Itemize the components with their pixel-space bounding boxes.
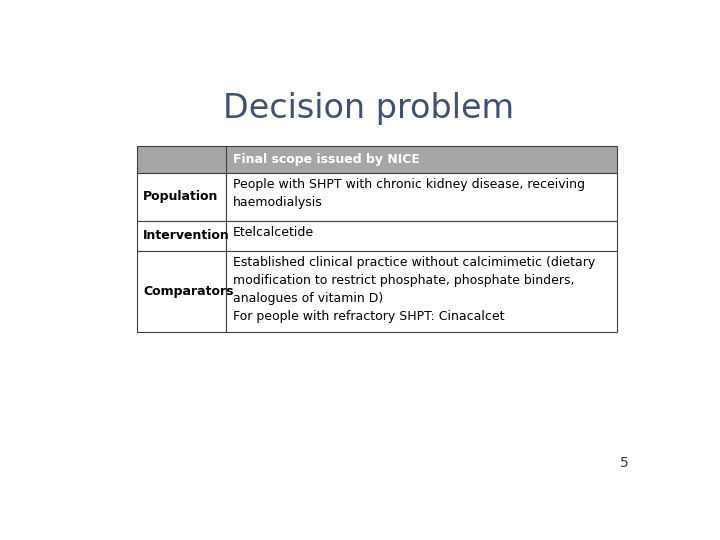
Text: Established clinical practice without calcimimetic (dietary
modification to rest: Established clinical practice without ca…	[233, 255, 595, 323]
Text: Decision problem: Decision problem	[223, 92, 515, 125]
Bar	[226, 221, 617, 251]
Text: Intervention: Intervention	[143, 229, 230, 242]
Text: People with SHPT with chronic kidney disease, receiving
haemodialysis: People with SHPT with chronic kidney dis…	[233, 178, 585, 209]
Bar	[226, 251, 617, 332]
Bar	[138, 251, 226, 332]
Bar	[138, 173, 226, 221]
Bar	[138, 221, 226, 251]
Bar	[138, 146, 617, 173]
Bar	[226, 173, 617, 221]
Text: Population: Population	[143, 190, 218, 204]
Text: 5: 5	[620, 456, 629, 470]
Text: Etelcalcetide: Etelcalcetide	[233, 226, 314, 239]
Text: Final scope issued by NICE: Final scope issued by NICE	[233, 153, 420, 166]
Text: Comparators: Comparators	[143, 285, 233, 298]
